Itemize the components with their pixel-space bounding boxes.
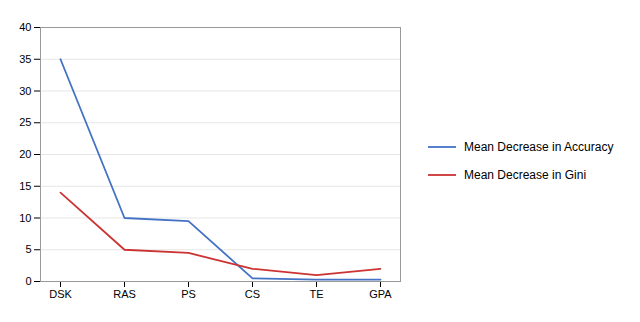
svg-text:10: 10 — [19, 212, 31, 224]
svg-text:15: 15 — [19, 180, 31, 192]
svg-text:25: 25 — [19, 116, 31, 128]
svg-text:RAS: RAS — [113, 288, 136, 300]
svg-text:20: 20 — [19, 148, 31, 160]
svg-text:TE: TE — [309, 288, 323, 300]
svg-text:30: 30 — [19, 85, 31, 97]
svg-text:35: 35 — [19, 53, 31, 65]
html-text:Mean Decrease in Accuracy: Mean Decrease in Accuracy — [464, 140, 614, 154]
svg-text:5: 5 — [25, 243, 31, 255]
svg-text:DSK: DSK — [49, 288, 72, 300]
svg-text:40: 40 — [19, 21, 31, 33]
html-text:Mean Decrease in Gini: Mean Decrease in Gini — [464, 168, 587, 182]
svg-text:CS: CS — [245, 288, 260, 300]
svg-text:PS: PS — [181, 288, 196, 300]
svg-text:GPA: GPA — [369, 288, 392, 300]
svg-text:0: 0 — [25, 275, 31, 287]
